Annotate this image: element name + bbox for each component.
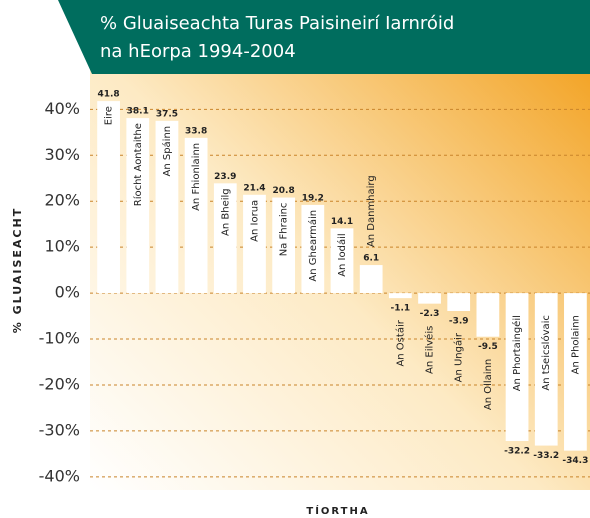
bar	[301, 204, 325, 294]
bar	[155, 120, 179, 294]
y-tick-label: -20%	[39, 374, 80, 393]
bar	[447, 293, 471, 312]
value-label: 41.8	[97, 90, 119, 100]
category-label: An Iodáil	[336, 233, 348, 276]
value-label: -34.3	[562, 456, 588, 466]
value-label: -1.1	[391, 304, 411, 314]
bar	[534, 293, 558, 446]
value-label: -32.2	[504, 446, 530, 456]
bar	[564, 293, 587, 451]
value-label: 38.1	[127, 107, 149, 117]
bar	[272, 197, 296, 294]
category-label: Eire	[104, 106, 115, 125]
y-tick-label: 20%	[44, 191, 80, 210]
bar	[388, 293, 412, 299]
value-label: -33.2	[533, 451, 559, 461]
category-label: An Pholainn	[570, 315, 581, 374]
bar	[476, 293, 500, 337]
value-label: 6.1	[363, 254, 379, 264]
chart-title: % Gluaiseachta Turas Paisineirí Iarnróid	[100, 13, 454, 34]
value-label: -2.3	[420, 309, 440, 319]
y-tick-label: 40%	[44, 99, 80, 118]
chart-title: na hEorpa 1994-2004	[100, 41, 296, 62]
value-label: -9.5	[478, 342, 498, 352]
category-label: An Bheilg	[220, 188, 231, 236]
value-label: 37.5	[156, 109, 178, 119]
category-label: Ríocht Aontaithe	[132, 123, 144, 206]
value-label: -3.9	[449, 317, 469, 327]
y-tick-label: 0%	[55, 283, 80, 302]
value-label: 14.1	[331, 217, 353, 227]
category-label: An Ollainn	[483, 359, 494, 410]
category-label: An Eilvéis	[424, 326, 436, 374]
category-label: An tSeicslóvaic	[540, 315, 552, 390]
category-label: An Ungáir	[453, 332, 465, 382]
category-label: An Ghearmáin	[307, 210, 319, 282]
y-tick-label: 10%	[44, 237, 80, 256]
category-label: An Fhionlainn	[191, 143, 202, 211]
value-label: 20.8	[273, 186, 295, 196]
value-label: 23.9	[214, 172, 236, 182]
value-label: 33.8	[185, 126, 207, 136]
y-axis-title: % GLUAISEACHT	[11, 207, 24, 333]
value-label: 19.2	[302, 193, 324, 203]
category-label: An Ostáir	[394, 319, 406, 366]
category-label: An Danmhairg	[366, 175, 377, 247]
category-label: An Spáinn	[161, 126, 173, 177]
y-tick-label: -10%	[39, 329, 80, 348]
category-label: An Phortaingéil	[511, 315, 523, 391]
title-banner	[58, 0, 590, 74]
y-tick-label: -30%	[39, 420, 80, 439]
value-label: 21.4	[243, 183, 265, 193]
category-label: An Iorua	[249, 200, 260, 242]
bar	[505, 293, 529, 441]
y-tick-label: -40%	[39, 466, 80, 485]
bar	[126, 118, 150, 294]
bar	[359, 265, 383, 294]
y-tick-label: 30%	[44, 145, 80, 164]
bar	[330, 228, 354, 294]
category-label: Na Fhrainc	[279, 203, 290, 257]
bar	[213, 183, 237, 294]
x-axis-title: TÍORTHA	[306, 504, 369, 517]
bar	[184, 137, 208, 294]
bar	[418, 293, 441, 304]
bar	[97, 101, 120, 294]
bar	[243, 194, 266, 294]
